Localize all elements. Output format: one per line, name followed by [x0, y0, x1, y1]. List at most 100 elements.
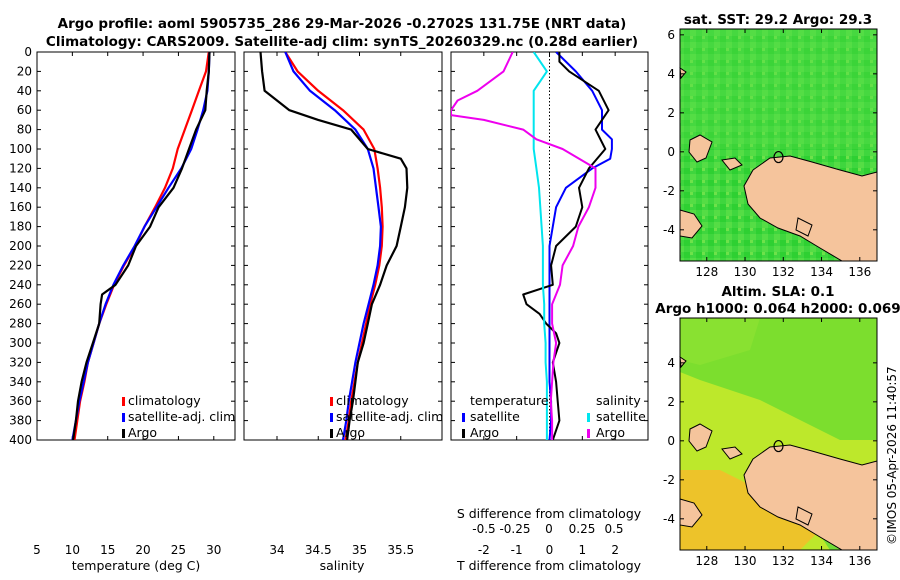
island-land	[721, 157, 743, 171]
depth-tick-label: 0	[24, 45, 32, 59]
temperature-xlabel: temperature (deg C)	[72, 558, 201, 573]
figure-title-line1: Argo profile: aoml 5905735_286 29-Mar-20…	[58, 16, 627, 32]
temperature-depth-ticks: 0 20 40 60 80 100 120 140 160 180 200 220 240 260 280 3…	[9, 45, 235, 447]
figure-title-line2: Climatology: CARS2009. Satellite-adj cli…	[46, 34, 638, 50]
x-tick-label: 34.5	[305, 543, 332, 557]
x-tick-label: 10	[65, 543, 80, 557]
map-y-tick-label: -4	[663, 223, 675, 237]
top-axis-tick: 0.25	[569, 522, 596, 536]
temperature-panel: 0 20 40 60 80 100 120 140 160 180 200 220 240 260 280 3…	[9, 45, 236, 573]
legend-title-temperature: temperature	[470, 393, 549, 408]
map-x-tick-label: 128	[695, 265, 718, 279]
map-x-tick-label: 132	[772, 554, 795, 568]
legend-label-climatology: climatology	[336, 393, 409, 408]
difference-lines	[451, 52, 613, 440]
island-land	[795, 217, 813, 237]
map-y-tick-label: -2	[663, 184, 675, 198]
legend-label-argo: Argo	[128, 425, 157, 440]
x-tick-label: 0	[546, 543, 554, 557]
map-y-tick-label: 2	[667, 106, 675, 120]
depth-tick-label: 220	[9, 258, 32, 272]
difference-xlabel: T difference from climatology	[456, 558, 642, 573]
x-tick-label: 35.5	[387, 543, 414, 557]
island-land	[721, 446, 743, 460]
depth-tick-label: 20	[17, 64, 32, 78]
depth-tick-label: 260	[9, 297, 32, 311]
depth-tick-label: 140	[9, 181, 32, 195]
sla-map-title1: Altim. SLA: 0.1	[721, 284, 834, 300]
island-land	[795, 506, 813, 526]
depth-tick-label: 180	[9, 220, 32, 234]
legend-label-s-argo: Argo	[596, 425, 625, 440]
depth-tick-label: 200	[9, 239, 32, 253]
legend-swatch-climatology	[122, 397, 125, 406]
depth-tick-label: 60	[17, 103, 32, 117]
x-tick-label: 1	[579, 543, 587, 557]
sla-map-frame	[679, 317, 878, 551]
legend-label-t-satellite: satellite	[470, 409, 520, 424]
map-x-tick-label: 130	[734, 554, 757, 568]
x-tick-label: 35	[352, 543, 367, 557]
depth-tick-label: 340	[9, 375, 32, 389]
x-tick-label: 5	[33, 543, 41, 557]
series-line-s-satellite	[532, 52, 548, 440]
temperature-legend: climatology satellite-adj. clim Argo	[122, 393, 235, 440]
top-axis-tick: 0.5	[604, 522, 623, 536]
series-line-t-satellite	[548, 52, 613, 440]
salinity-x-ticks: 34 34.5 35 35.5	[269, 52, 414, 557]
top-axis-tick: -0.5	[472, 522, 495, 536]
depth-tick-label: 360	[9, 394, 32, 408]
map-x-tick-label: 128	[695, 554, 718, 568]
depth-tick-label: 380	[9, 414, 32, 428]
legend-label-climatology: climatology	[128, 393, 201, 408]
map-y-tick-label: -2	[663, 473, 675, 487]
legend-label-t-argo: Argo	[470, 425, 499, 440]
legend-label-satellite: satellite-adj. clim	[128, 409, 235, 424]
depth-tick-label: 280	[9, 317, 32, 331]
difference-legend: temperature satellite Argo salinity sate…	[462, 393, 646, 440]
depth-tick-label: 320	[9, 355, 32, 369]
x-tick-label: 20	[135, 543, 150, 557]
legend-swatch-s-satellite	[587, 413, 590, 422]
sla-field-orange	[680, 470, 820, 550]
map-y-tick-label: 0	[667, 145, 675, 159]
x-tick-label: 2	[611, 543, 619, 557]
map-x-tick-label: 132	[772, 265, 795, 279]
profile-location-marker	[773, 150, 784, 164]
sst-land	[679, 66, 878, 262]
depth-tick-label: 160	[9, 200, 32, 214]
map-y-tick-label: -4	[663, 512, 675, 526]
map-x-tick-label: 134	[810, 554, 833, 568]
legend-swatch-satellite	[122, 413, 125, 422]
salinity-lines	[259, 52, 409, 440]
sla-field-green2	[680, 318, 760, 365]
legend-label-s-satellite: satellite	[596, 409, 646, 424]
sst-map: sat. SST: 29.2 Argo: 29.3 128 130 132 134 13…	[663, 12, 878, 279]
map-y-tick-label: 4	[667, 356, 675, 370]
legend-label-argo: Argo	[336, 425, 365, 440]
sla-map-ticks: 128 130 132 134 136 -4 -2 0 2 4	[663, 318, 877, 568]
depth-tick-label: 40	[17, 84, 32, 98]
x-tick-label: -2	[478, 543, 490, 557]
halmahera-land	[688, 134, 713, 163]
legend-swatch-climatology	[330, 397, 333, 406]
legend-swatch-s-argo	[587, 429, 590, 438]
legend-swatch-argo	[122, 429, 125, 438]
map-y-tick-label: 4	[667, 67, 675, 81]
salinity-panel: 34 34.5 35 35.5 salinity climatology satell…	[243, 51, 443, 573]
temperature-lines	[71, 52, 211, 440]
x-tick-label: -1	[511, 543, 523, 557]
sla-map-title2: Argo h1000: 0.064 h2000: 0.069	[655, 301, 900, 317]
sst-map-ticks: 128 130 132 134 136 -4 -2 0 2 4 6	[663, 28, 877, 279]
legend-swatch-satellite	[330, 413, 333, 422]
difference-depth-tickmarks	[451, 51, 648, 441]
salinity-xlabel: salinity	[320, 558, 365, 573]
legend-title-salinity: salinity	[596, 393, 641, 408]
map-x-tick-label: 136	[848, 265, 871, 279]
map-x-tick-label: 134	[810, 265, 833, 279]
depth-tick-label: 120	[9, 161, 32, 175]
legend-label-satellite: satellite-adj. clim	[336, 409, 443, 424]
watermark: ©IMOS 05-Apr-2026 11:40:57	[885, 366, 899, 545]
series-line-s-argo	[451, 52, 597, 440]
x-tick-label: 34	[269, 543, 284, 557]
